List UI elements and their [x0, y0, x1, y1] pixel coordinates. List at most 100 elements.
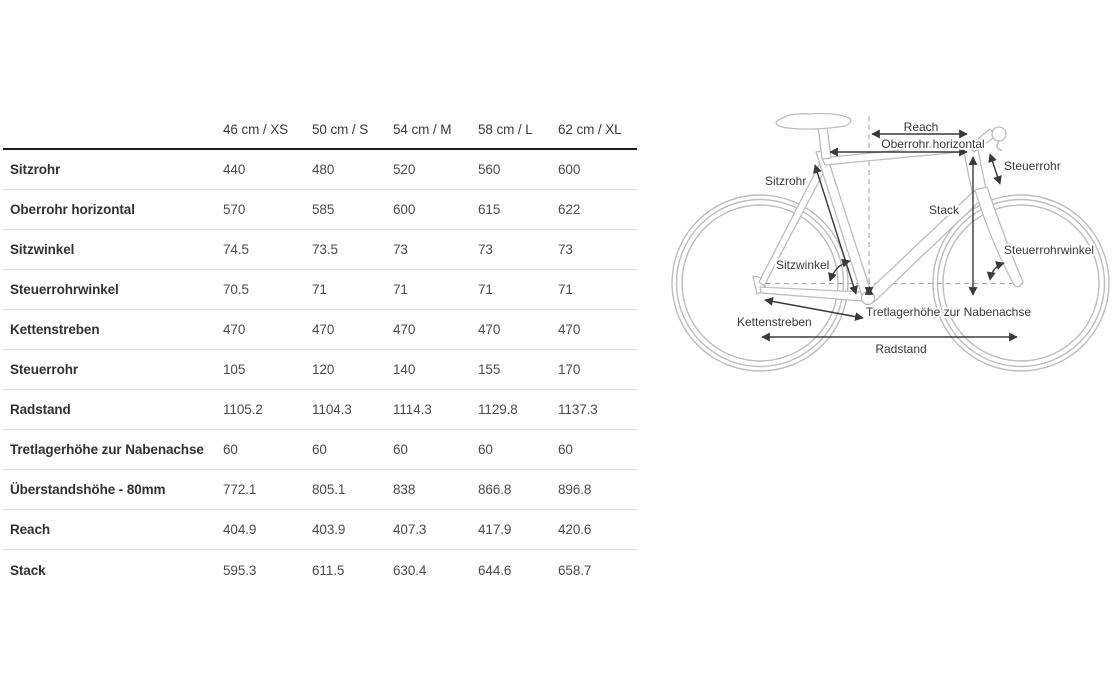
table-row: Steuerrohr 105 120 140 155 170: [3, 350, 637, 390]
row-label: Radstand: [10, 402, 71, 417]
value-cell: 155: [478, 362, 501, 377]
value-cell: 1114.3: [393, 402, 432, 417]
value-cell: 644.6: [478, 562, 512, 578]
value-cell: 1129.8: [478, 402, 518, 417]
value-cell: 896.8: [558, 482, 592, 497]
table-row: Stack 595.3 611.5 630.4 644.6 658.7: [3, 550, 637, 590]
value-cell: 585: [312, 202, 335, 217]
value-cell: 73: [558, 242, 573, 257]
steuerrohrwinkel-arc-icon: [986, 261, 1005, 281]
size-column-header: 62 cm / XL: [558, 121, 622, 137]
value-cell: 60: [223, 442, 238, 457]
value-cell: 60: [393, 442, 408, 457]
value-cell: 73: [393, 242, 408, 257]
value-cell: 805.1: [312, 482, 346, 497]
label-oberrohr-horizontal: Oberrohr horizontal: [881, 137, 984, 151]
value-cell: 407.3: [393, 522, 427, 537]
value-cell: 120: [312, 362, 335, 377]
measurement-arrows: [761, 129, 1018, 342]
geometry-table: 46 cm / XS 50 cm / S 54 cm / M 58 cm / L 62 …: [3, 110, 637, 590]
steuerrohr-arrow-icon: [988, 153, 1002, 185]
table-row: Steuerrohrwinkel 70.5 71 71 71 71: [3, 270, 637, 310]
bike-geometry-diagram: Reach Oberrohr horizontal Steuerrohr Sit…: [671, 112, 1110, 372]
label-stack: Stack: [929, 203, 960, 217]
label-sitzwinkel: Sitzwinkel: [776, 258, 829, 272]
value-cell: 73.5: [312, 242, 338, 257]
row-label: Steuerrohr: [10, 362, 79, 377]
value-cell: 420.6: [558, 522, 592, 537]
value-cell: 60: [558, 442, 573, 457]
value-cell: 470: [558, 322, 581, 337]
value-cell: 105: [223, 362, 246, 377]
value-cell: 611.5: [312, 562, 345, 578]
value-cell: 74.5: [223, 242, 249, 257]
label-steuerrohrwinkel: Steuerrohrwinkel: [1004, 243, 1094, 257]
value-cell: 595.3: [223, 562, 257, 578]
size-column-header: 54 cm / M: [393, 121, 452, 137]
value-cell: 140: [393, 362, 416, 377]
row-label: Reach: [10, 522, 51, 537]
value-cell: 60: [478, 442, 493, 457]
geometry-table-header-row: 46 cm / XS 50 cm / S 54 cm / M 58 cm / L 62 …: [3, 110, 637, 150]
value-cell: 570: [223, 202, 246, 217]
label-radstand: Radstand: [875, 342, 926, 356]
value-cell: 1105.2: [223, 402, 263, 417]
value-cell: 71: [478, 282, 493, 297]
value-cell: 71: [558, 282, 573, 297]
table-row: Sitzwinkel 74.5 73.5 73 73 73: [3, 230, 637, 270]
label-kettenstreben: Kettenstreben: [737, 315, 812, 329]
row-label: Sitzrohr: [10, 162, 61, 177]
row-label: Überstandshöhe - 80mm: [10, 482, 166, 497]
value-cell: 470: [478, 322, 501, 337]
label-tretlagerhoehe: Tretlagerhöhe zur Nabenachse: [866, 305, 1031, 319]
value-cell: 560: [478, 162, 501, 177]
value-cell: 600: [558, 162, 581, 177]
value-cell: 70.5: [223, 282, 249, 297]
geometry-table-body: Sitzrohr 440 480 520 560 600 Oberrohr horizont…: [3, 150, 637, 590]
value-cell: 71: [393, 282, 408, 297]
value-cell: 440: [223, 162, 246, 177]
value-cell: 622: [558, 202, 581, 217]
value-cell: 404.9: [223, 522, 257, 537]
value-cell: 520: [393, 162, 416, 177]
value-cell: 1137.3: [558, 402, 598, 417]
row-label: Tretlagerhöhe zur Nabenachse: [10, 442, 204, 457]
table-row: Tretlagerhöhe zur Nabenachse 60 60 60 60 60: [3, 430, 637, 470]
value-cell: 658.7: [558, 562, 592, 578]
value-cell: 470: [393, 322, 416, 337]
value-cell: 403.9: [312, 522, 346, 537]
table-row: Überstandshöhe - 80mm 772.1 805.1 838 866.8 8…: [3, 470, 637, 510]
value-cell: 470: [223, 322, 246, 337]
value-cell: 60: [312, 442, 327, 457]
value-cell: 73: [478, 242, 493, 257]
label-steuerrohr: Steuerrohr: [1004, 159, 1061, 173]
table-row: Oberrohr horizontal 570 585 600 615 622: [3, 190, 637, 230]
table-row: Radstand 1105.2 1104.3 1114.3 1129.8 1137.3: [3, 390, 637, 430]
value-cell: 630.4: [393, 562, 427, 578]
kettenstreben-arrow-icon: [764, 297, 864, 321]
value-cell: 600: [393, 202, 416, 217]
value-cell: 772.1: [223, 482, 257, 497]
sitzwinkel-arc-icon: [828, 258, 851, 282]
size-column-header: 50 cm / S: [312, 121, 369, 137]
value-cell: 838: [393, 482, 416, 497]
label-sitzrohr: Sitzrohr: [765, 174, 806, 188]
value-cell: 417.9: [478, 522, 512, 537]
table-row: Kettenstreben 470 470 470 470 470: [3, 310, 637, 350]
table-row: Reach 404.9 403.9 407.3 417.9 420.6: [3, 510, 637, 550]
size-column-header: 46 cm / XS: [223, 121, 289, 137]
value-cell: 71: [312, 282, 327, 297]
value-cell: 1104.3: [312, 402, 352, 417]
value-cell: 470: [312, 322, 335, 337]
value-cell: 170: [558, 362, 581, 377]
row-label: Kettenstreben: [10, 322, 100, 337]
value-cell: 480: [312, 162, 335, 177]
diagram-labels: Reach Oberrohr horizontal Steuerrohr Sit…: [735, 118, 1096, 358]
table-row: Sitzrohr 440 480 520 560 600: [3, 150, 637, 190]
size-column-header: 58 cm / L: [478, 121, 533, 137]
value-cell: 615: [478, 202, 501, 217]
row-label: Stack: [10, 562, 46, 578]
row-label: Sitzwinkel: [10, 242, 75, 257]
value-cell: 866.8: [478, 482, 512, 497]
